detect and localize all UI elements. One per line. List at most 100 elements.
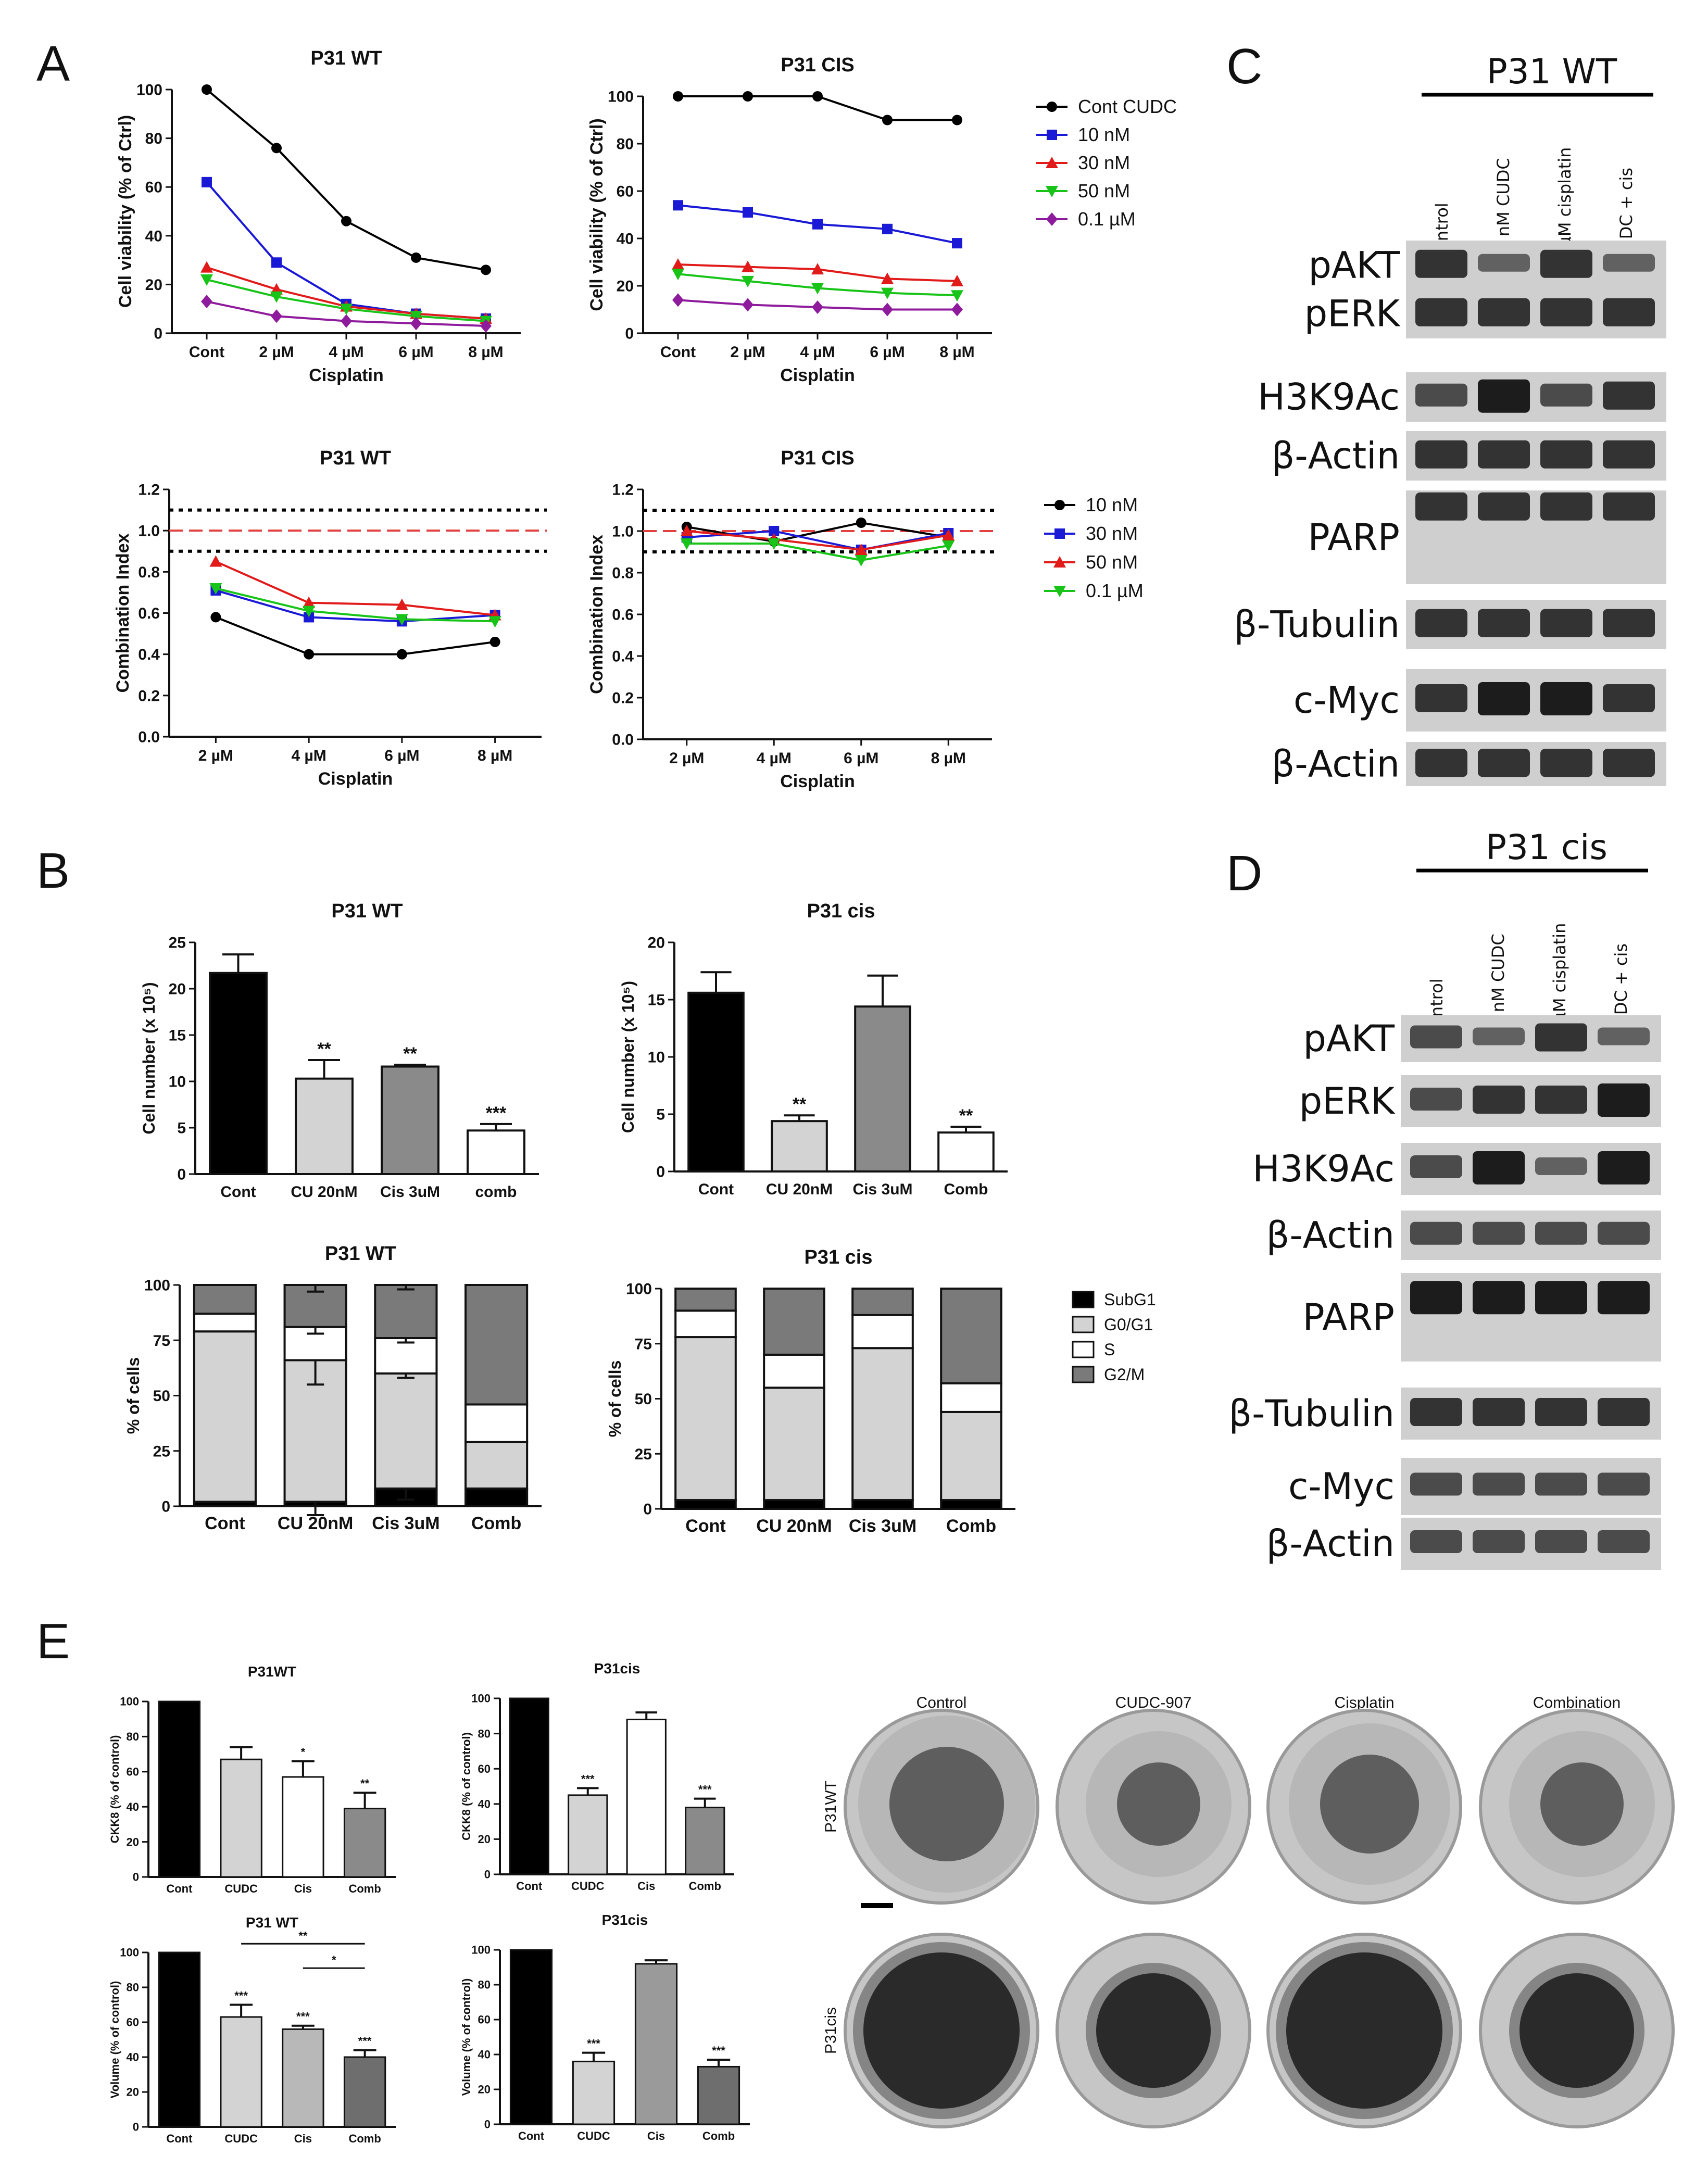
data-point [395, 614, 408, 626]
y-tick-label: 20 [127, 1835, 139, 1848]
panel-letter-d: D [1226, 846, 1262, 901]
spheroid-core [863, 1952, 1020, 2109]
data-point [395, 598, 408, 610]
data-point [812, 91, 823, 102]
data-point [210, 612, 221, 623]
stack-segment [940, 1410, 1002, 1502]
panel-letter-a: A [36, 36, 70, 92]
spheroid-column-label: Cisplatin [1334, 1694, 1394, 1711]
bracket-label: * [332, 1953, 336, 1967]
y-tick-label: 100 [144, 1277, 170, 1294]
y-tick-label: 50 [635, 1391, 652, 1408]
y-tick-label: 60 [478, 1762, 491, 1775]
blot-band [1535, 1530, 1587, 1553]
data-point [480, 319, 492, 333]
blot-row-label: H3K9Ac [1252, 1148, 1395, 1190]
bracket-label: ** [298, 1929, 308, 1942]
blot-row-label: β-Actin [1266, 1522, 1395, 1565]
y-axis-label: Combination Index [113, 533, 133, 692]
legend-label: 30 nM [1086, 523, 1138, 544]
blot-band [1535, 1281, 1587, 1315]
data-point [680, 525, 693, 536]
chart-title: P31 cis [805, 1246, 873, 1268]
y-tick-label: 60 [127, 1766, 139, 1779]
blot-band [1473, 1472, 1525, 1496]
chart-title: P31 WT [325, 1243, 396, 1265]
data-point [769, 526, 780, 536]
legend-swatch [1072, 1291, 1095, 1308]
data-point [881, 272, 894, 284]
y-tick-label: 25 [635, 1446, 652, 1463]
x-tick-label: 4 µM [329, 344, 363, 361]
y-tick-label: 25 [153, 1443, 170, 1460]
x-tick-label: Cont [698, 1181, 734, 1198]
blot-band [1603, 609, 1655, 637]
data-point [768, 538, 781, 550]
blot-band [1473, 1398, 1525, 1426]
x-tick-label: 4 µM [291, 747, 326, 764]
data-point [672, 258, 684, 270]
legend-label: 10 nM [1086, 494, 1138, 515]
blot-band [1603, 381, 1655, 410]
x-tick-label: CUDC [571, 1880, 605, 1893]
blot-band [1540, 383, 1592, 407]
y-tick-label: 20 [127, 2086, 139, 2099]
chart-A3: 0.0 0.2 0.4 0.6 0.8 1.0 1.2 P31 WT Combination I… [113, 447, 547, 789]
spheroid-core [889, 1747, 1004, 1861]
blot-band [1598, 1221, 1650, 1245]
y-axis-label: Cell number (x 10⁵) [619, 981, 637, 1133]
blot-band [1478, 609, 1530, 637]
panel-letter-e: E [36, 1614, 70, 1669]
x-tick-label: Cont [516, 1880, 543, 1893]
bar [220, 1758, 262, 1878]
blot-band [1540, 749, 1592, 777]
chart-title: P31 WT [331, 900, 403, 922]
data-point [942, 540, 955, 552]
blot-row-label: β-Actin [1272, 743, 1400, 786]
x-tick-label: 4 µM [800, 344, 835, 361]
chart-E1: 0 20 40 60 80 100 P31WT CKK8 (% of control) Cont… [108, 1663, 396, 1895]
y-tick-label: 20 [648, 935, 665, 952]
blot-band [1415, 749, 1467, 777]
x-tick-label: Cont [189, 344, 224, 361]
data-point [882, 223, 893, 234]
blot-band [1478, 298, 1530, 326]
series-line-1 [215, 589, 495, 623]
x-tick-label: Cont [660, 344, 696, 361]
chart-A4: 0.0 0.2 0.4 0.6 0.8 1.0 1.2 P31 CIS Combination … [587, 447, 1144, 791]
bar [343, 1808, 386, 1878]
stack-segment [193, 1330, 257, 1503]
stack-segment [763, 1386, 825, 1502]
blot-row-label: pERK [1304, 293, 1401, 335]
blot-band [1410, 1088, 1462, 1111]
blot-band [1473, 1281, 1525, 1315]
stack-segment [374, 1284, 438, 1339]
spheroid-well-rim [1479, 1933, 1675, 2128]
data-point [202, 177, 212, 187]
series-line-2 [215, 560, 495, 616]
x-tick-label: Cont [220, 1183, 256, 1201]
blot-title: P31 cis [1486, 827, 1607, 867]
blot-band [1415, 298, 1467, 326]
data-point [481, 264, 491, 275]
y-tick-label: 0 [133, 1871, 139, 1884]
x-tick-label: Comb [946, 1516, 996, 1536]
data-point [811, 283, 824, 295]
blot-band [1473, 1530, 1525, 1553]
blot-band [1603, 254, 1655, 272]
blot-band [1473, 1221, 1525, 1245]
stack-segment [374, 1337, 438, 1375]
data-point [200, 261, 213, 273]
data-point [200, 274, 213, 286]
y-tick-label: 80 [145, 130, 162, 147]
y-axis-label: CKK8 (% of control) [108, 1735, 121, 1844]
data-point [855, 544, 868, 555]
data-point [1046, 157, 1058, 168]
stack-segment [763, 1353, 825, 1389]
x-tick-label: Cis 3uM [852, 1181, 912, 1198]
spheroid-core [1540, 1762, 1624, 1846]
data-point [673, 91, 683, 102]
chart-title: P31cis [602, 1912, 648, 1928]
series-line-3 [686, 543, 949, 562]
y-tick-label: 40 [478, 1798, 491, 1811]
